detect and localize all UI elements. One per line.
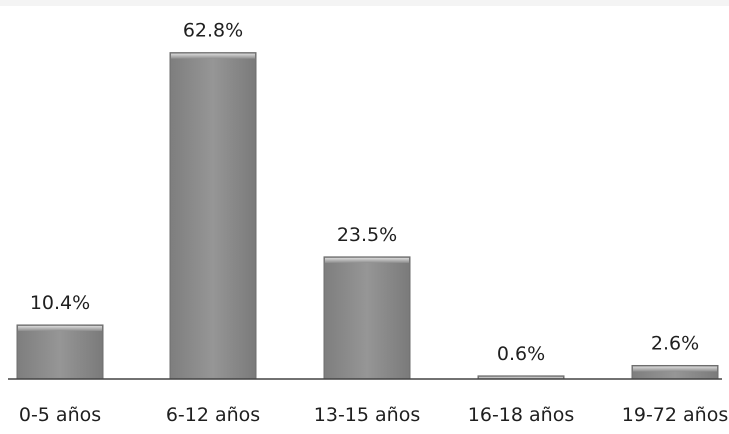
bar-body bbox=[169, 52, 257, 380]
bars-layer bbox=[16, 52, 719, 380]
data-label-1: 10.4% bbox=[30, 292, 90, 314]
bar-body bbox=[323, 256, 411, 380]
bar-bevel bbox=[479, 376, 563, 379]
bar-3 bbox=[323, 256, 411, 380]
clipped-title-remnant bbox=[0, 0, 729, 6]
bar-5 bbox=[631, 364, 719, 380]
x-tick-label-1: 0-5 años bbox=[19, 404, 101, 426]
data-labels-layer: 10.4% 62.8% 23.5% 0.6% 2.6% bbox=[30, 20, 699, 365]
bar-bevel bbox=[325, 257, 409, 263]
data-label-3: 23.5% bbox=[337, 224, 397, 246]
x-tick-label-2: 6-12 años bbox=[166, 404, 260, 426]
bar-2 bbox=[169, 52, 257, 380]
bar-bevel bbox=[633, 366, 717, 372]
bar-bevel bbox=[18, 325, 102, 331]
x-tick-label-4: 16-18 años bbox=[468, 404, 574, 426]
data-label-4: 0.6% bbox=[497, 343, 545, 365]
x-tick-label-3: 13-15 años bbox=[314, 404, 420, 426]
x-tick-label-5: 19-72 años bbox=[622, 404, 728, 426]
data-label-2: 62.8% bbox=[183, 20, 243, 42]
bar-bevel bbox=[171, 53, 255, 59]
data-label-5: 2.6% bbox=[651, 332, 699, 354]
bar-1 bbox=[16, 324, 104, 380]
x-tick-labels-layer: 0-5 años 6-12 años 13-15 años 16-18 años 19-… bbox=[19, 404, 728, 426]
bar-body bbox=[16, 324, 104, 380]
